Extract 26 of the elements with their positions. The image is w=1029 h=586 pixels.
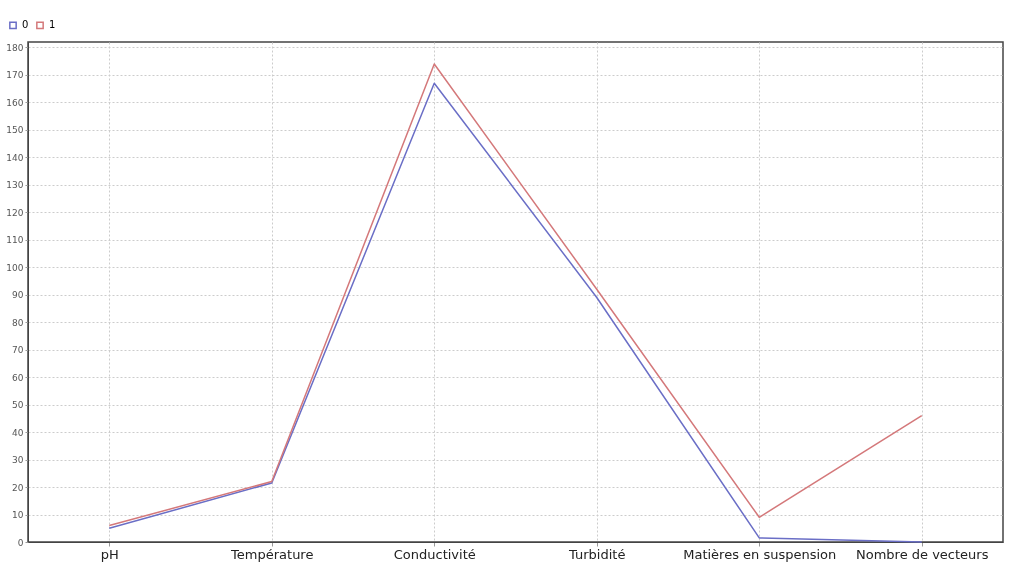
y-tick-label: 80 xyxy=(12,317,24,328)
y-tick-label: 30 xyxy=(12,455,24,466)
y-tick-label: 90 xyxy=(12,290,24,301)
y-tick-label: 110 xyxy=(6,235,24,246)
x-tick-label: Conductivité xyxy=(393,546,476,562)
y-tick-label: 10 xyxy=(12,510,24,521)
y-tick-label: 40 xyxy=(12,427,24,438)
legend-label: 1 xyxy=(49,19,56,31)
y-tick-label: 0 xyxy=(17,537,24,548)
y-tick-label: 50 xyxy=(12,400,24,411)
y-tick-label: 70 xyxy=(12,345,24,356)
y-tick-label: 120 xyxy=(6,207,24,218)
y-tick-label: 170 xyxy=(6,70,24,81)
y-tick-label: 100 xyxy=(6,262,24,273)
y-tick-label: 140 xyxy=(6,152,24,163)
y-tick-label: 20 xyxy=(12,482,24,493)
x-tick-label: Matières en suspension xyxy=(683,546,837,562)
y-tick-label: 150 xyxy=(6,125,24,136)
x-tick-label: Turbidité xyxy=(568,546,626,562)
x-tick-label: Nombre de vecteurs xyxy=(856,546,989,562)
y-tick-label: 130 xyxy=(6,180,24,191)
x-tick-label: Température xyxy=(230,546,314,562)
x-tick-label: pH xyxy=(100,546,119,562)
y-tick-label: 160 xyxy=(6,97,24,108)
y-tick-label: 60 xyxy=(12,372,24,383)
y-tick-label: 180 xyxy=(6,42,24,53)
